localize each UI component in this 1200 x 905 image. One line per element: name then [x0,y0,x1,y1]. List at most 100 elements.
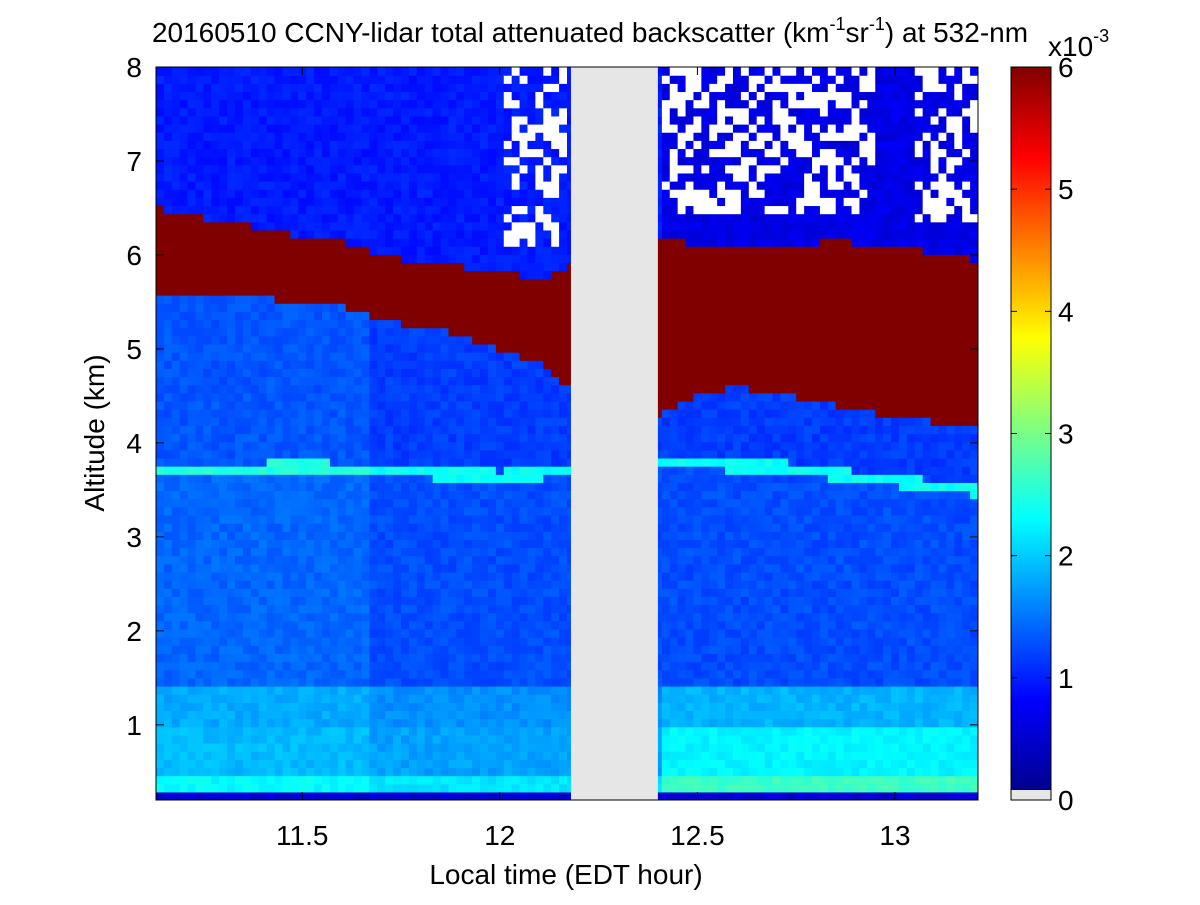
backscatter-cell [345,99,355,109]
backscatter-cell [361,637,370,646]
backscatter-cell [345,612,355,622]
backscatter-cell [559,588,568,597]
backscatter-cell [156,67,165,76]
backscatter-cell [424,400,434,410]
backscatter-cell [298,449,307,459]
backscatter-cell [480,99,489,109]
backscatter-cell [385,425,394,435]
backscatter-cell [551,555,560,565]
backscatter-cell [203,376,212,386]
backscatter-cell [472,710,481,720]
backscatter-cell [345,653,355,663]
backscatter-cell [235,547,244,557]
backscatter-cell [527,628,536,638]
backscatter-cell [543,661,552,671]
backscatter-cell [464,99,473,109]
backscatter-cell [258,457,268,467]
backscatter-cell [432,278,442,288]
backscatter-cell [432,523,442,532]
backscatter-cell [321,75,331,84]
backscatter-cell [432,376,442,386]
backscatter-cell [345,213,355,223]
backscatter-cell [211,172,220,182]
backscatter-cell [290,677,299,687]
backscatter-cell [203,661,212,671]
backscatter-cell [235,718,244,728]
backscatter-cell [472,596,481,606]
backscatter-cell [464,278,473,288]
backscatter-cell [416,702,426,712]
backscatter-cell [219,189,228,198]
backscatter-cell [393,661,402,671]
backscatter-cell [551,221,560,231]
backscatter-cell [298,124,307,133]
backscatter-cell [377,229,386,239]
backscatter-cell [448,628,457,638]
backscatter-cell [551,335,560,345]
backscatter-cell [456,498,465,508]
backscatter-cell [361,580,370,589]
backscatter-cell [211,156,220,166]
backscatter-cell [187,433,197,443]
backscatter-cell [353,392,363,402]
backscatter-cell [440,751,450,760]
backscatter-cell [258,710,268,720]
backscatter-cell [511,368,521,378]
backscatter-cell [361,669,370,679]
backscatter-cell [480,742,489,752]
backscatter-cell [503,653,513,663]
backscatter-cell [551,628,560,638]
backscatter-cell [369,775,378,785]
backscatter-cell [314,457,323,467]
backscatter-cell [203,441,212,451]
backscatter-cell [266,327,276,337]
backscatter-cell [163,164,173,174]
backscatter-cell [472,156,481,166]
backscatter-cell [440,335,450,345]
backscatter-cell [235,694,244,703]
backscatter-cell [480,433,489,443]
backscatter-cell [290,791,299,800]
backscatter-cell [211,547,220,557]
backscatter-cell [559,661,568,671]
backscatter-cell [235,645,244,654]
backscatter-cell [298,490,307,500]
backscatter-cell [408,238,418,247]
backscatter-cell [551,376,560,386]
backscatter-cell [401,734,410,744]
backscatter-cell [551,490,560,500]
backscatter-cell [487,694,497,703]
backscatter-cell [377,400,386,410]
backscatter-cell [156,360,165,369]
backscatter-cell [495,710,505,720]
backscatter-cell [543,751,552,760]
backscatter-cell [195,400,205,410]
backscatter-cell [503,197,513,207]
backscatter-cell [353,295,363,304]
backscatter-cell [543,555,552,565]
backscatter-cell [345,604,355,614]
backscatter-cell [337,376,347,386]
backscatter-cell [559,612,568,622]
backscatter-cell [480,335,489,345]
backscatter-cell [353,213,363,223]
backscatter-cell [464,588,473,597]
backscatter-cell [187,303,197,312]
backscatter-cell [527,164,536,174]
backscatter-cell [298,409,307,418]
backscatter-cell [290,669,299,679]
backscatter-cell [227,669,236,679]
backscatter-cell [432,547,442,557]
backscatter-cell [227,246,236,255]
backscatter-cell [369,718,378,728]
backscatter-cell [211,490,220,500]
backscatter-cell [227,132,236,141]
backscatter-cell [487,498,497,508]
backscatter-cell [219,254,228,264]
backscatter-cell [543,539,552,549]
backscatter-cell [393,148,402,158]
backscatter-cell [179,417,189,426]
backscatter-cell [353,571,363,581]
backscatter-cell [480,425,489,435]
backscatter-cell [535,457,544,467]
